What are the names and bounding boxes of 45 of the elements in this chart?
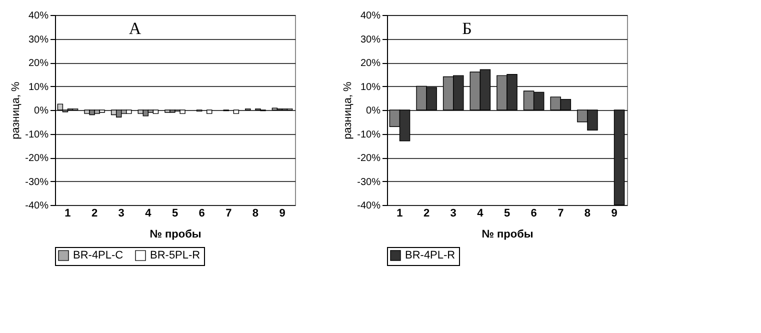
y-tick-label: 0% — [34, 106, 49, 116]
legend-label: BR-5PL-R — [150, 250, 200, 262]
x-tick-label: 9 — [611, 208, 618, 220]
x-tick-label: 2 — [423, 208, 430, 220]
y-axis-title: разница, % — [10, 81, 22, 140]
x-tick-label: 5 — [504, 208, 510, 220]
x-tick-label: 9 — [279, 208, 286, 220]
x-tick-label: 7 — [558, 208, 564, 220]
y-tick-label: -40% — [25, 200, 49, 212]
y-axis-title: разница, % — [342, 81, 354, 140]
x-tick-label: 4 — [145, 208, 152, 220]
chart-title: Б — [462, 19, 472, 38]
y-tick-label: 10% — [28, 82, 49, 93]
x-tick-label: 3 — [118, 208, 124, 220]
y-tick-label: 40% — [28, 10, 49, 22]
x-tick-label: 8 — [584, 208, 591, 220]
y-tick-label: -20% — [357, 153, 381, 164]
y-tick-label: -30% — [25, 176, 49, 188]
y-tick-label: 20% — [360, 58, 381, 69]
x-tick-label: 7 — [226, 208, 232, 220]
x-tick-label: 5 — [172, 208, 178, 220]
y-tick-label: -40% — [357, 200, 381, 212]
chart-title: А — [128, 19, 142, 38]
legend-label: BR-4PL-C — [73, 250, 124, 262]
y-tick-label: 40% — [360, 10, 381, 22]
y-tick-label: 10% — [360, 82, 381, 93]
y-tick-label: -30% — [357, 176, 381, 188]
x-tick-label: 4 — [477, 208, 484, 220]
x-tick-label: 1 — [64, 208, 71, 220]
x-tick-label: 6 — [530, 208, 537, 220]
y-tick-label: -10% — [357, 129, 381, 140]
y-tick-label: 30% — [360, 34, 381, 46]
x-tick-label: 1 — [396, 208, 403, 220]
legend-label: BR-4PL-R — [405, 250, 456, 262]
y-tick-label: -20% — [25, 153, 49, 164]
x-axis-title: № пробы — [482, 228, 534, 240]
y-tick-label: 30% — [28, 34, 49, 46]
x-axis-title: № пробы — [150, 228, 202, 240]
y-tick-label: 20% — [28, 58, 49, 69]
y-tick-label: -10% — [25, 129, 49, 140]
x-tick-label: 2 — [91, 208, 98, 220]
x-tick-label: 8 — [252, 208, 259, 220]
y-tick-label: 0% — [366, 106, 381, 116]
x-tick-label: 6 — [198, 208, 205, 220]
x-tick-label: 3 — [450, 208, 456, 220]
